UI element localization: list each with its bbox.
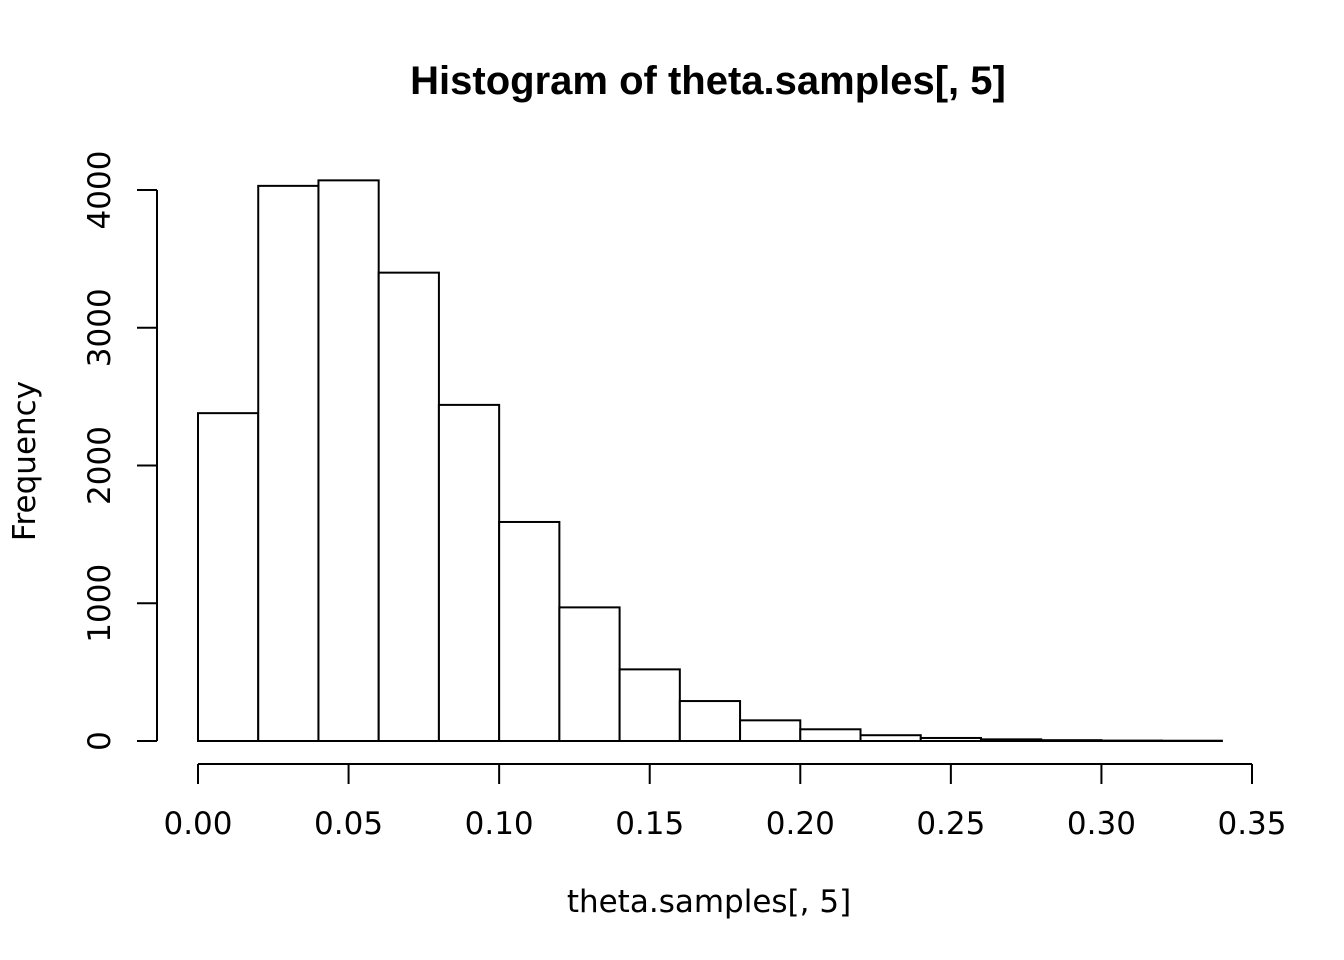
- histogram-bar: [618, 668, 681, 742]
- histogram-bar: [377, 271, 440, 742]
- chart-title: Histogram of theta.samples[, 5]: [410, 59, 1006, 103]
- y-tick-label: 4000: [82, 151, 118, 230]
- histogram-bar: [558, 606, 621, 742]
- histogram-bar: [1040, 739, 1103, 743]
- histogram-bar: [678, 700, 742, 742]
- x-tick-label: 0.00: [163, 806, 232, 842]
- x-tick-label: 0.35: [1217, 806, 1286, 842]
- histogram-bar: [437, 403, 501, 742]
- histogram-bar: [799, 728, 862, 743]
- histogram-bars: [197, 179, 1223, 743]
- x-tick-label: 0.10: [465, 806, 534, 842]
- x-tick-label: 0.15: [615, 806, 684, 842]
- y-axis-label: Frequency: [7, 381, 43, 541]
- histogram-bar: [739, 719, 802, 743]
- y-tick-label: 3000: [82, 288, 118, 367]
- y-tick-label: 1000: [82, 564, 118, 643]
- histogram-bar: [257, 184, 320, 742]
- histogram-bar: [919, 736, 982, 742]
- histogram-bar: [859, 734, 922, 742]
- y-tick-label: 0: [82, 731, 118, 751]
- y-tick-label: 2000: [82, 426, 118, 505]
- histogram-bar: [197, 412, 260, 742]
- x-axis: 0.00 0.05 0.10 0.15 0.20 0.25 0.30 0.35: [163, 763, 1287, 842]
- x-tick-label: 0.20: [766, 806, 835, 842]
- x-tick-label: 0.25: [916, 806, 985, 842]
- x-axis-label: theta.samples[, 5]: [567, 884, 851, 920]
- histogram-bar: [979, 738, 1043, 742]
- x-tick-label: 0.05: [314, 806, 383, 842]
- histogram-bar: [498, 520, 561, 742]
- histogram-bar: [317, 179, 380, 743]
- y-axis: 0 1000 2000 3000 4000: [82, 151, 158, 751]
- x-tick-label: 0.30: [1067, 806, 1136, 842]
